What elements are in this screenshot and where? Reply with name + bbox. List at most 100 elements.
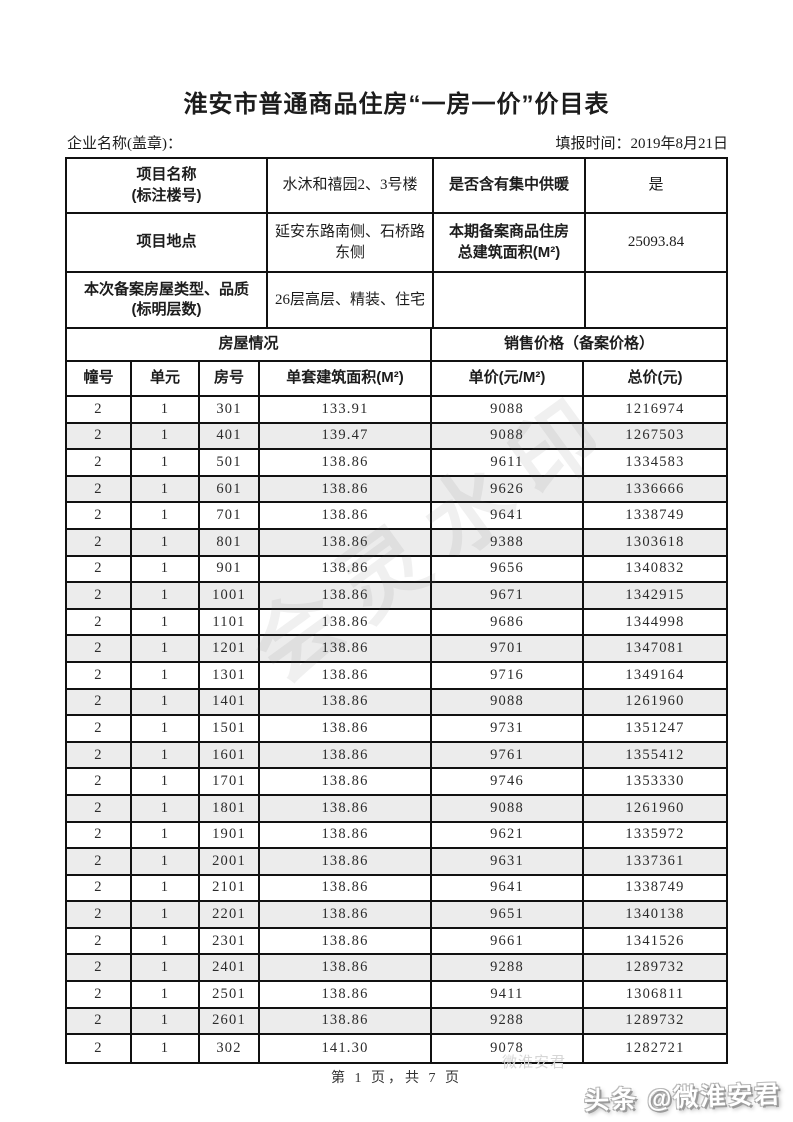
table-row: 2 1 302 141.30 9078 1282721 — [67, 1035, 726, 1062]
table-cell: 1 — [132, 795, 200, 821]
table-cell: 138.86 — [260, 689, 432, 715]
table-cell: 1 — [132, 397, 200, 422]
table-cell: 9088 — [432, 423, 584, 449]
table-cell: 1 — [132, 902, 200, 927]
table-cell: 1001 — [200, 583, 260, 608]
table-cell: 9651 — [432, 902, 584, 927]
table-cell: 138.86 — [260, 955, 432, 981]
table-cell: 9411 — [432, 982, 584, 1007]
table-cell: 1301 — [200, 662, 260, 688]
table-cell: 9388 — [432, 529, 584, 555]
table-cell: 1289732 — [625, 1012, 685, 1029]
address-value: 延安东路南侧、石桥路东侧 — [268, 214, 434, 271]
table-cell: 2 — [67, 476, 132, 502]
col-header-area: 单套建筑面积(M²) — [260, 362, 432, 395]
table-row: 2 1 2501 138.86 9411 1306811 — [67, 982, 726, 1009]
table-row: 2 1 2101 138.86 9641 1338749 — [67, 875, 726, 903]
table-cell: 138.86 — [260, 476, 432, 502]
table-row: 2 1 1801 138.86 9088 1261960 — [67, 795, 726, 823]
project-name-label: 项目名称 (标注楼号) — [67, 159, 268, 212]
table-cell: 2 — [67, 397, 132, 422]
table-cell: 2101 — [200, 875, 260, 901]
table-cell: 2 — [67, 822, 132, 848]
housing-type-value: 26层高层、精装、住宅 — [268, 273, 434, 327]
table-cell: 1338749 — [625, 507, 685, 524]
table-row: 2 1 1501 138.86 9731 1351247 — [67, 716, 726, 743]
table-cell: 1306811 — [625, 985, 685, 1002]
table-cell: 138.86 — [260, 556, 432, 582]
table-cell: 2 — [67, 689, 132, 715]
table-cell: 401 — [200, 423, 260, 449]
table-cell: 9626 — [432, 476, 584, 502]
table-cell: 2001 — [200, 849, 260, 874]
table-cell: 9761 — [432, 742, 584, 768]
project-name-value: 水沐和禧园2、3号楼 — [268, 159, 434, 212]
table-cell: 138.86 — [260, 583, 432, 608]
info-row-address: 项目地点 延安东路南侧、石桥路东侧 本期备案商品住房 总建筑面积(M²) 250… — [67, 214, 726, 273]
table-cell: 1335972 — [625, 826, 685, 843]
table-cell: 9078 — [432, 1035, 584, 1062]
table-cell: 2 — [67, 583, 132, 608]
col-header-room: 房号 — [200, 362, 260, 395]
table-row: 2 1 2201 138.86 9651 1340138 — [67, 902, 726, 929]
table-cell: 9621 — [432, 822, 584, 848]
table-cell: 1 — [132, 556, 200, 582]
table-cell: 1 — [132, 849, 200, 874]
table-row: 2 1 1101 138.86 9686 1344998 — [67, 609, 726, 637]
table-cell: 1 — [132, 450, 200, 475]
table-cell: 1801 — [200, 795, 260, 821]
table-cell: 9716 — [432, 662, 584, 688]
table-cell: 1355412 — [625, 746, 685, 763]
table-cell: 1 — [132, 742, 200, 768]
table-row: 2 1 801 138.86 9388 1303618 — [67, 529, 726, 557]
table-cell: 9661 — [432, 928, 584, 954]
table-row: 2 1 1901 138.86 9621 1335972 — [67, 822, 726, 850]
total-area-label: 本期备案商品住房 总建筑面积(M²) — [434, 214, 586, 271]
table-cell: 9671 — [432, 583, 584, 608]
table-cell: 1201 — [200, 636, 260, 661]
table-cell: 141.30 — [260, 1035, 432, 1062]
table-cell: 1303618 — [625, 533, 685, 550]
table-cell: 2201 — [200, 902, 260, 927]
table-cell: 1 — [132, 689, 200, 715]
table-cell: 1289732 — [625, 959, 685, 976]
table-cell: 1 — [132, 609, 200, 635]
table-cell: 2 — [67, 769, 132, 794]
table-cell: 2601 — [200, 1008, 260, 1034]
ghost-watermark: 微淮安君 — [502, 1054, 567, 1071]
table-cell: 2 — [67, 503, 132, 528]
table-cell: 1101 — [200, 609, 260, 635]
table-row: 2 1 401 139.47 9088 1267503 — [67, 423, 726, 451]
table-cell: 1 — [132, 928, 200, 954]
table-cell: 138.86 — [260, 982, 432, 1007]
table-cell: 301 — [200, 397, 260, 422]
section-sale-price: 销售价格（备案价格） — [503, 335, 654, 353]
table-cell: 2 — [67, 1008, 132, 1034]
table-row: 2 1 1601 138.86 9761 1355412 — [67, 742, 726, 770]
table-cell: 1342915 — [625, 586, 685, 603]
table-cell: 1340138 — [625, 906, 685, 923]
table-cell: 9746 — [432, 769, 584, 794]
table-cell: 302 — [200, 1035, 260, 1062]
section-header-row: 房屋情况 销售价格（备案价格） — [67, 329, 726, 362]
table-cell: 2 — [67, 423, 132, 449]
table-cell: 601 — [200, 476, 260, 502]
toutiao-watermark: 头条 @微淮安君 — [583, 1080, 782, 1116]
table-cell: 1401 — [200, 689, 260, 715]
page-number: 第 1 页，共 7 页 — [331, 1071, 462, 1086]
table-cell: 2301 — [200, 928, 260, 954]
table-cell: 138.86 — [260, 928, 432, 954]
table-cell: 1901 — [200, 822, 260, 848]
table-row: 2 1 2001 138.86 9631 1337361 — [67, 849, 726, 876]
table-cell: 138.86 — [260, 450, 432, 475]
table-cell: 2 — [67, 902, 132, 927]
table-cell: 1336666 — [625, 480, 685, 497]
table-row: 2 1 1301 138.86 9716 1349164 — [67, 662, 726, 690]
table-row: 2 1 2601 138.86 9288 1289732 — [67, 1008, 726, 1036]
table-cell: 1351247 — [625, 719, 685, 736]
table-row: 2 1 2401 138.86 9288 1289732 — [67, 955, 726, 983]
table-cell: 1282721 — [625, 1040, 685, 1057]
table-cell: 2 — [67, 928, 132, 954]
table-cell: 2 — [67, 636, 132, 661]
table-cell: 1 — [132, 822, 200, 848]
